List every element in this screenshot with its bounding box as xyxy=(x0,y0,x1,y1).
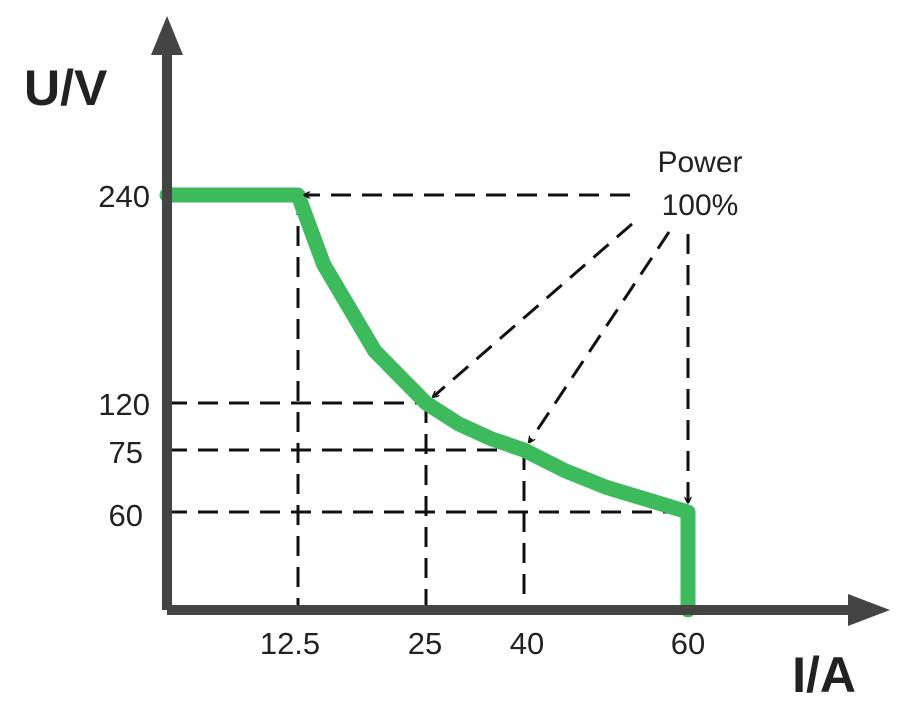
y-tick-label: 60 xyxy=(109,498,143,533)
x-tick-label: 40 xyxy=(510,626,544,661)
power-arrow xyxy=(529,231,671,443)
y-tick-label: 240 xyxy=(98,179,150,214)
y-tick-label: 120 xyxy=(98,387,150,422)
x-axis-arrowhead xyxy=(848,594,890,626)
y-tick-label: 75 xyxy=(109,435,143,470)
axes xyxy=(151,16,890,626)
power-annotation-line-2: 100% xyxy=(662,189,739,222)
power-arrow xyxy=(433,222,633,397)
x-tick-labels: 12.5 25 40 60 xyxy=(260,626,705,661)
power-arrows xyxy=(304,195,688,503)
power-curve-layer xyxy=(159,187,696,618)
x-tick-label: 12.5 xyxy=(260,626,320,661)
y-axis-arrowhead xyxy=(151,16,183,55)
power-annotation-line-1: Power xyxy=(657,146,742,179)
y-axis-title: U/V xyxy=(24,60,108,116)
x-tick-label: 25 xyxy=(408,626,442,661)
x-axis-title: I/A xyxy=(792,647,856,703)
power-curve xyxy=(159,187,696,618)
y-tick-labels: 240 120 75 60 xyxy=(98,179,150,533)
x-tick-label: 60 xyxy=(671,626,705,661)
